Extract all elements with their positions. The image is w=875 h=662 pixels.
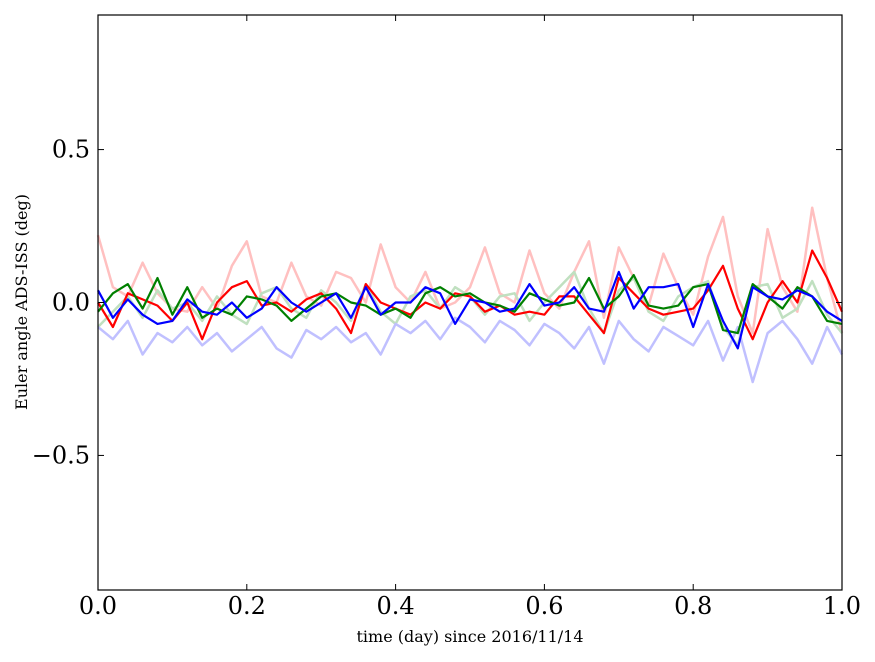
y-tick-label: −0.5: [32, 441, 90, 469]
y-tick-label: 0.0: [52, 289, 90, 317]
series-line-roll: [97, 249, 844, 341]
series-lines: [96, 206, 844, 384]
y-tick-label: 0.5: [52, 136, 90, 164]
x-tick-label: 0.8: [674, 592, 712, 620]
x-tick-label: 1.0: [823, 592, 861, 620]
ticks: 0.0 0.2 0.4 0.6 0.8 1.0 0.5 0.0 −0.5: [32, 15, 861, 620]
series-line-yaw: [97, 270, 843, 350]
x-axis-label: time (day) since 2016/11/14: [356, 627, 583, 646]
series-line-roll-reference: [96, 206, 844, 335]
x-tick-label: 0.4: [377, 592, 415, 620]
y-axis-label: Euler angle ADS-ISS (deg): [12, 194, 31, 410]
series-line-yaw-reference: [97, 316, 844, 384]
x-tick-label: 0.6: [525, 592, 563, 620]
plot-frame: [97, 14, 843, 591]
x-tick-label: 0.0: [79, 592, 117, 620]
x-tick-label: 0.2: [228, 592, 266, 620]
